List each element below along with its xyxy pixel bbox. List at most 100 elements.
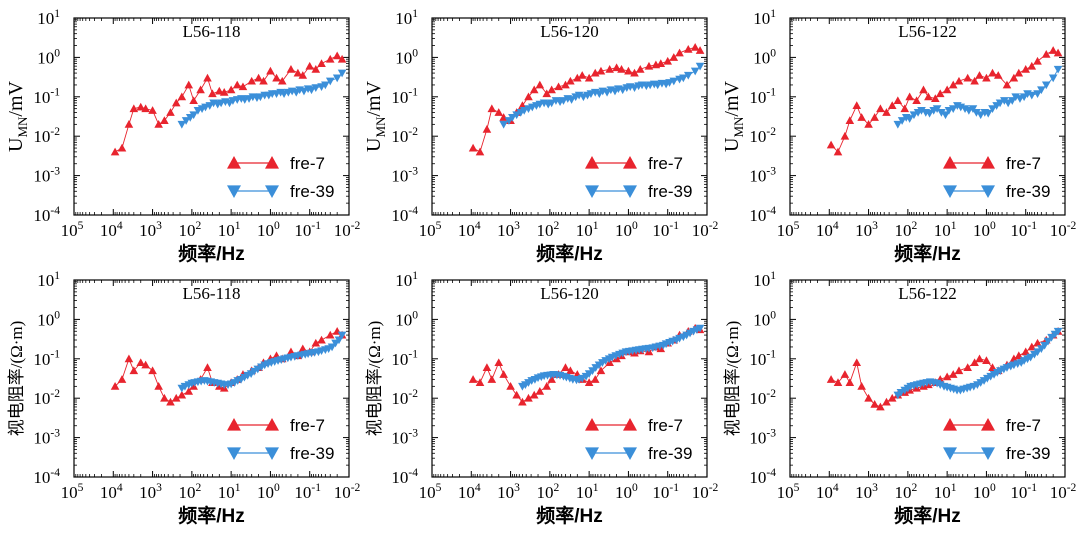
data-point <box>976 111 985 120</box>
data-point <box>897 117 907 125</box>
data-point <box>110 147 120 156</box>
data-point <box>1040 341 1049 350</box>
x-tick-label: 102 <box>178 481 201 502</box>
data-point <box>840 131 850 140</box>
y-tick-label: 10-3 <box>33 426 60 447</box>
chart-title: L56-118 <box>183 284 241 303</box>
data-point <box>1002 80 1012 89</box>
y-tick-label: 100 <box>753 46 776 67</box>
data-point <box>487 375 497 383</box>
data-point <box>669 53 679 61</box>
series-fre-39 <box>518 324 705 391</box>
x-tick-label: 104 <box>100 481 123 502</box>
x-tick-label: 10-1 <box>1010 481 1037 502</box>
legend-marker <box>227 156 241 169</box>
data-point <box>596 366 606 375</box>
data-point <box>307 86 316 95</box>
data-point <box>995 99 1005 108</box>
data-point <box>482 363 492 371</box>
data-point <box>972 109 981 117</box>
data-point <box>208 89 217 98</box>
chart-panel-2: 105 104 103 102 101 100 10-1 10-2 10-4 10-3 10-2 10… <box>363 7 719 265</box>
data-point <box>110 382 120 390</box>
legend: fre-7 fre-39 <box>585 154 692 201</box>
legend-label: fre-39 <box>290 444 334 463</box>
legend: fre-7 fre-39 <box>227 154 334 201</box>
y-tick-label: 10-3 <box>33 164 60 185</box>
y-tick-label: 10-4 <box>391 466 418 487</box>
data-point <box>870 400 879 408</box>
data-point <box>547 85 556 94</box>
y-tick-label: 10-3 <box>391 164 418 185</box>
y-tick-label: 10-2 <box>391 387 418 408</box>
data-point <box>826 375 836 383</box>
data-point <box>535 80 545 89</box>
x-tick-label: 10-2 <box>334 219 361 240</box>
chart-panel-3: 105 104 103 102 101 100 10-1 10-2 10-4 10-3 10-2 10… <box>721 7 1077 265</box>
data-point <box>887 101 897 109</box>
data-point <box>184 386 194 395</box>
legend-marker <box>265 156 279 169</box>
legend-marker <box>981 447 995 460</box>
data-point <box>325 330 335 339</box>
data-point <box>512 111 521 120</box>
legend-label: fre-39 <box>290 182 334 201</box>
data-point <box>177 92 187 101</box>
x-tick-label: 103 <box>139 219 162 240</box>
data-point <box>559 97 568 105</box>
data-point <box>247 76 256 85</box>
x-tick-label: 104 <box>816 481 839 502</box>
x-tick-label: 100 <box>257 219 280 240</box>
data-point <box>311 338 321 347</box>
data-point <box>171 98 181 107</box>
data-point <box>529 390 539 399</box>
data-point <box>988 105 997 113</box>
x-tick-label: 10-2 <box>692 481 719 502</box>
data-point <box>876 402 885 411</box>
x-axis-label: 频率/Hz <box>536 242 603 265</box>
x-tick-label: 102 <box>894 481 917 502</box>
data-point <box>644 61 654 70</box>
data-point <box>184 80 194 89</box>
x-tick-label: 10-1 <box>652 481 679 502</box>
data-point <box>1021 64 1031 73</box>
y-tick-label: 10-3 <box>749 426 776 447</box>
chart-title: L56-122 <box>898 284 957 303</box>
data-point <box>566 366 575 375</box>
legend-label: fre-39 <box>1006 444 1050 463</box>
series-fre-39 <box>499 62 705 129</box>
x-tick-label: 105 <box>777 481 800 502</box>
data-point <box>975 354 984 363</box>
x-tick-label: 104 <box>816 219 839 240</box>
data-point <box>840 370 850 378</box>
data-point <box>334 336 344 345</box>
x-tick-label: 105 <box>61 481 84 502</box>
plot-frame <box>431 17 708 216</box>
data-point <box>1048 46 1058 54</box>
y-tick-label: 10-2 <box>33 125 60 146</box>
x-tick-label: 10-2 <box>1050 481 1077 502</box>
series-fre-7 <box>110 326 347 406</box>
x-tick-label: 101 <box>218 219 241 240</box>
x-tick-label: 100 <box>615 219 638 240</box>
data-point <box>117 143 127 152</box>
data-point <box>1041 81 1051 90</box>
data-point <box>845 116 855 124</box>
data-point <box>215 382 224 390</box>
data-point <box>590 375 600 383</box>
data-point <box>277 76 287 85</box>
data-point <box>487 104 497 113</box>
legend-label: fre-39 <box>1006 182 1050 201</box>
data-point <box>166 397 175 406</box>
y-tick-label: 10-1 <box>391 86 418 107</box>
data-point <box>129 104 139 113</box>
y-tick-label: 101 <box>37 269 60 290</box>
data-point <box>584 73 594 82</box>
y-axis-label: 视电阻率/(Ω·m) <box>723 321 742 437</box>
data-point <box>298 71 308 79</box>
data-point <box>154 120 163 128</box>
y-axis-label: UMN/mV <box>5 80 30 152</box>
data-point <box>148 366 157 375</box>
